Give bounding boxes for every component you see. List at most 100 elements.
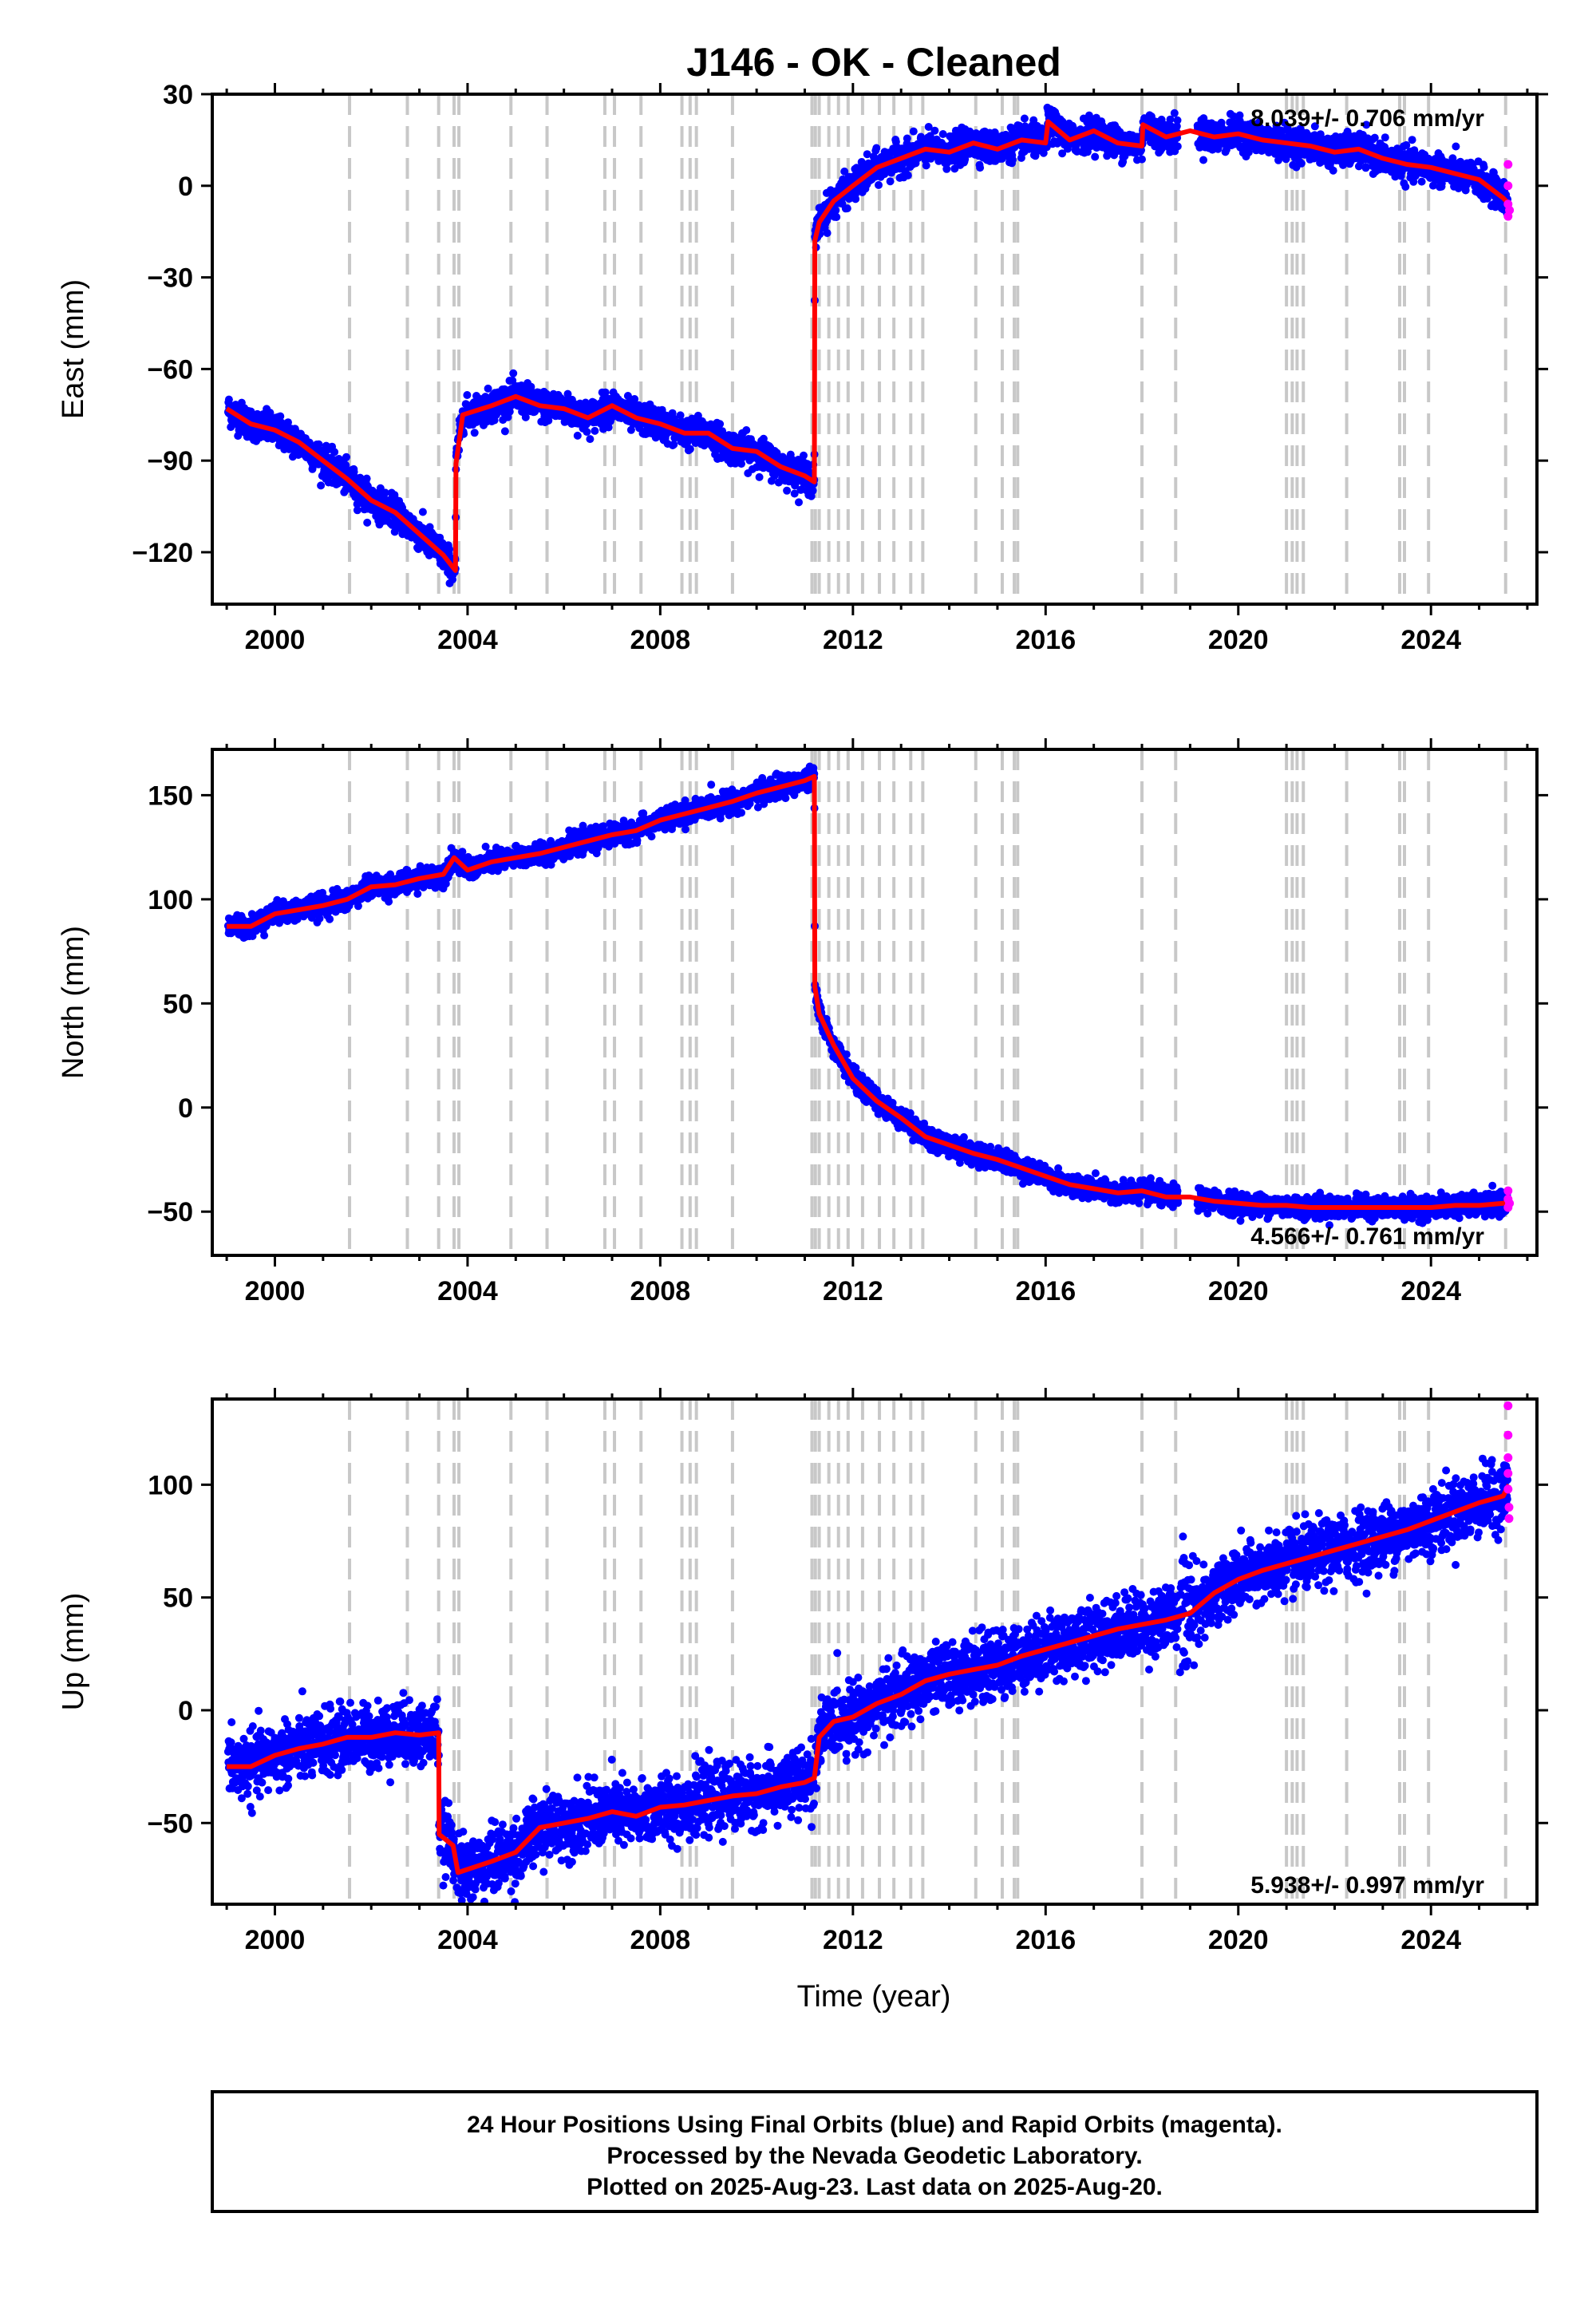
east-offset-lines xyxy=(348,94,1507,604)
data-point xyxy=(1199,156,1207,164)
data-point xyxy=(742,426,751,434)
data-point xyxy=(1091,152,1100,161)
data-point xyxy=(1381,133,1389,142)
east-rate-label: 8.039+/- 0.706 mm/yr xyxy=(1250,105,1484,132)
data-point xyxy=(350,468,358,476)
x-tick-label: 2000 xyxy=(245,625,306,655)
data-point xyxy=(729,432,738,440)
data-point xyxy=(903,134,911,143)
x-tick-label: 2020 xyxy=(1208,625,1269,655)
data-point xyxy=(1362,121,1371,129)
data-point xyxy=(886,177,895,186)
data-point xyxy=(1020,114,1029,123)
x-tick-label: 2016 xyxy=(1015,625,1076,655)
data-point xyxy=(563,389,572,398)
east-rapid-points xyxy=(1503,160,1515,221)
data-point xyxy=(1021,122,1029,131)
data-point xyxy=(863,150,871,159)
data-point xyxy=(922,161,930,170)
data-point xyxy=(330,448,339,456)
data-point xyxy=(1402,140,1411,149)
data-point xyxy=(924,123,933,131)
data-point xyxy=(591,426,599,435)
data-point xyxy=(1452,142,1460,151)
data-point xyxy=(872,144,881,152)
data-point xyxy=(800,451,808,460)
data-point xyxy=(1401,183,1410,191)
y-tick-label: −90 xyxy=(147,446,193,476)
data-point xyxy=(790,489,799,498)
data-point xyxy=(832,213,841,221)
rapid-point xyxy=(1503,181,1513,191)
data-point xyxy=(961,155,970,164)
data-point xyxy=(1166,115,1175,124)
data-point xyxy=(463,391,472,399)
data-point xyxy=(470,429,479,437)
data-point xyxy=(1297,159,1306,168)
y-tick-label: −30 xyxy=(147,263,193,294)
data-point xyxy=(1329,166,1337,175)
data-point xyxy=(832,206,840,215)
data-point xyxy=(1370,133,1379,142)
data-point xyxy=(604,423,613,432)
y-tick-label: 30 xyxy=(163,80,193,110)
data-point xyxy=(544,417,553,425)
data-point xyxy=(586,435,595,444)
data-point xyxy=(418,508,427,516)
data-point xyxy=(626,425,635,434)
data-point xyxy=(362,474,371,483)
data-point xyxy=(716,420,725,429)
chart-title: J146 - OK - Cleaned xyxy=(686,40,1061,85)
data-point xyxy=(990,128,999,136)
data-point xyxy=(843,204,851,213)
data-point xyxy=(1138,155,1146,164)
data-point xyxy=(353,506,361,515)
east-plot-frame xyxy=(211,93,1539,606)
data-point xyxy=(276,412,285,421)
y-tick-label: −120 xyxy=(132,538,193,568)
data-point xyxy=(875,180,883,189)
data-point xyxy=(1083,148,1092,156)
data-point xyxy=(1058,149,1067,158)
data-point xyxy=(1310,122,1319,131)
data-point xyxy=(903,171,912,180)
data-point xyxy=(976,164,985,172)
data-point xyxy=(676,411,685,420)
x-tick-label: 2008 xyxy=(630,625,691,655)
rapid-point xyxy=(1503,160,1513,169)
data-point xyxy=(266,409,275,417)
data-point xyxy=(966,127,974,136)
data-point xyxy=(670,441,678,449)
data-point xyxy=(505,407,514,416)
data-point xyxy=(998,154,1006,163)
rapid-point xyxy=(1505,205,1515,215)
y-tick-label: 0 xyxy=(178,172,193,202)
data-point xyxy=(685,445,694,453)
data-point xyxy=(414,545,423,553)
data-point xyxy=(1235,111,1244,120)
east-axis-label: East (mm) xyxy=(57,279,90,419)
data-point xyxy=(509,369,518,377)
data-point xyxy=(583,428,591,437)
x-tick-label: 2024 xyxy=(1400,625,1461,655)
data-point xyxy=(930,126,939,135)
data-point xyxy=(1417,177,1426,186)
data-point xyxy=(1039,148,1048,157)
data-point xyxy=(851,195,860,204)
data-point xyxy=(1172,122,1181,131)
data-point xyxy=(500,427,509,436)
data-point xyxy=(342,453,350,461)
data-point xyxy=(1408,136,1416,144)
data-point xyxy=(755,472,764,481)
east-model-line xyxy=(225,119,1511,573)
data-point xyxy=(1479,163,1488,172)
data-point xyxy=(445,545,454,554)
data-point xyxy=(909,127,918,136)
data-point xyxy=(363,518,372,527)
x-tick-label: 2004 xyxy=(437,625,498,655)
data-point xyxy=(737,460,745,468)
data-point xyxy=(317,481,326,490)
